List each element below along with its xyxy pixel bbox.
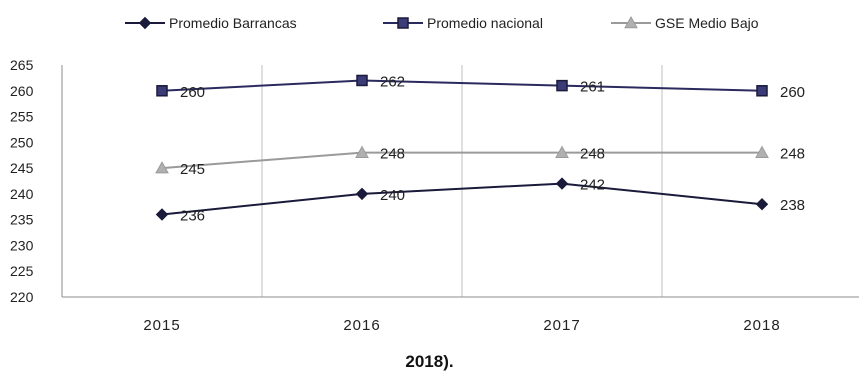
data-label: 238	[780, 197, 805, 214]
x-tick-label: 2016	[343, 317, 380, 334]
data-label: 248	[380, 146, 405, 163]
data-label: 260	[180, 84, 205, 101]
x-tick-label: 2015	[143, 317, 180, 334]
data-point	[756, 85, 768, 97]
data-point	[356, 74, 368, 87]
data-point	[156, 85, 168, 97]
legend-label: Promedio nacional	[427, 15, 543, 31]
data-label: 262	[380, 73, 405, 90]
data-point	[355, 187, 369, 201]
y-tick-label: 260	[10, 83, 34, 99]
legend-label: Promedio Barrancas	[169, 15, 297, 31]
y-tick-label: 225	[10, 263, 34, 279]
data-label: 236	[180, 208, 205, 225]
y-tick-label: 235	[10, 212, 34, 228]
legend-marker	[397, 17, 409, 29]
caption: 2018).	[405, 352, 454, 371]
data-label: 240	[380, 187, 405, 204]
y-tick-label: 265	[10, 57, 34, 73]
legend-marker	[138, 16, 152, 30]
x-tick-label: 2017	[543, 317, 580, 334]
line-chart: 265 260 255 250 245 240 235 230 225 220 2015 2016 20…	[10, 15, 859, 334]
data-label: 245	[180, 161, 205, 178]
series-line	[161, 151, 762, 170]
data-point	[755, 197, 769, 211]
data-point	[555, 177, 569, 190]
x-tick-label: 2018	[743, 317, 780, 334]
legend-label: GSE Medio Bajo	[655, 15, 759, 31]
data-point	[556, 79, 568, 92]
data-point	[355, 145, 369, 158]
data-point	[755, 145, 769, 158]
data-point	[155, 161, 169, 174]
data-point	[155, 208, 169, 221]
y-tick-label: 245	[10, 160, 34, 176]
series-line	[161, 182, 763, 216]
data-label: 242	[580, 177, 605, 194]
data-point	[555, 145, 569, 158]
data-label: 248	[780, 146, 805, 163]
y-tick-label: 220	[10, 289, 34, 305]
legend-marker	[624, 15, 638, 29]
data-label: 261	[580, 79, 605, 96]
series-line	[161, 79, 763, 92]
y-tick-label: 240	[10, 186, 34, 202]
y-tick-label: 250	[10, 134, 34, 150]
data-label: 248	[580, 146, 605, 163]
y-tick-label: 230	[10, 237, 34, 253]
data-label: 260	[780, 84, 805, 101]
y-tick-label: 255	[10, 109, 34, 125]
